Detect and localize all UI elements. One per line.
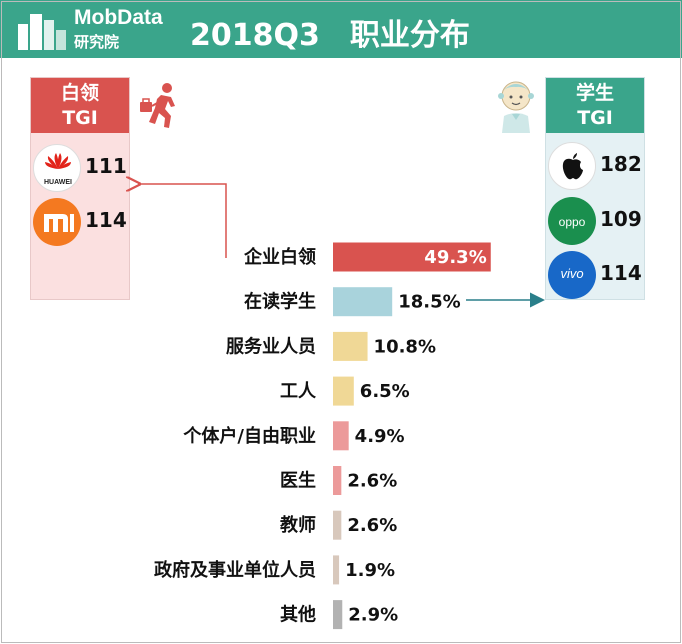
student-tgi-header: 学生 TGI <box>546 78 644 133</box>
category-label: 个体户/自由职业 <box>182 425 316 447</box>
category-label: 服务业人员 <box>226 335 316 357</box>
value-label: 2.6% <box>347 515 397 536</box>
huawei-tgi-value: 111 <box>85 154 127 178</box>
bar <box>333 510 342 540</box>
vivo-logo-text: vivo <box>560 266 583 281</box>
brand-row-vivo: vivo 114 <box>546 251 644 301</box>
brand-row-oppo: oppo 109 <box>546 197 644 247</box>
bar <box>333 600 343 630</box>
oppo-icon: oppo <box>548 197 596 245</box>
category-label: 医生 <box>280 470 316 492</box>
white-collar-tgi-panel: 白领 TGI HUAWEI 111 <box>30 77 130 300</box>
bar <box>333 242 491 272</box>
panel-title: 白领 <box>60 82 99 104</box>
brand-row-apple: 182 <box>546 142 644 192</box>
student-icon <box>498 81 534 133</box>
oppo-tgi-value: 109 <box>600 207 642 231</box>
panel-subtitle: TGI <box>577 107 613 129</box>
logo-text-cn: 研究院 <box>74 33 120 51</box>
white-collar-connector-arrow <box>138 184 227 258</box>
student-tgi-panel: 学生 TGI 182 oppo 109 vivo 114 <box>545 77 645 300</box>
huawei-logo-text: HUAWEI <box>44 179 72 186</box>
brand-row-xiaomi: 114 <box>31 198 129 248</box>
xiaomi-tgi-value: 114 <box>85 208 127 232</box>
category-label: 教师 <box>280 514 316 536</box>
header-bar: MobData 研究院 2018Q3 职业分布 <box>0 0 682 58</box>
bar <box>333 421 349 451</box>
category-label: 企业白领 <box>243 246 316 268</box>
value-label: 18.5% <box>398 292 460 313</box>
vivo-icon: vivo <box>548 251 596 299</box>
category-label: 其他 <box>280 604 316 626</box>
value-label: 2.9% <box>348 605 398 626</box>
category-label: 政府及事业单位人员 <box>154 559 316 581</box>
apple-tgi-value: 182 <box>600 152 642 176</box>
category-label: 在读学生 <box>244 291 316 313</box>
value-label: 2.6% <box>347 471 397 492</box>
oppo-logo-text: oppo <box>559 215 586 229</box>
value-label: 49.3% <box>424 247 486 268</box>
bar <box>333 466 342 495</box>
bar <box>333 331 368 361</box>
bar <box>333 287 393 317</box>
value-label: 6.5% <box>360 381 410 402</box>
brand-row-huawei: HUAWEI 111 <box>31 144 129 194</box>
vivo-tgi-value: 114 <box>600 261 642 285</box>
value-label: 10.8% <box>374 336 436 357</box>
page-title: 2018Q3 职业分布 <box>190 18 470 53</box>
mobdata-logo-icon <box>18 14 66 50</box>
panel-title: 学生 <box>575 82 614 104</box>
category-label: 工人 <box>280 381 317 402</box>
logo-text-en: MobData <box>74 6 163 29</box>
running-businessman-icon <box>140 83 175 128</box>
panel-subtitle: TGI <box>62 107 98 129</box>
value-label: 4.9% <box>355 426 405 447</box>
white-collar-tgi-header: 白领 TGI <box>31 78 129 133</box>
apple-icon <box>548 142 596 190</box>
xiaomi-icon <box>33 198 81 246</box>
value-label: 1.9% <box>345 560 395 581</box>
huawei-icon: HUAWEI <box>33 144 81 192</box>
bar <box>333 555 340 585</box>
bar <box>333 376 354 406</box>
